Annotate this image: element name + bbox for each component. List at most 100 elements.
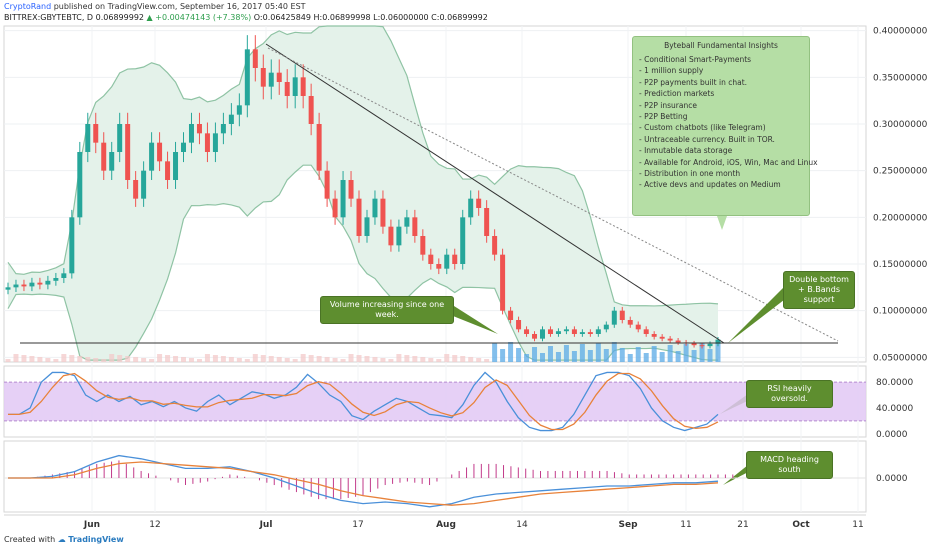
candle-body (149, 142, 155, 171)
candle-body (484, 208, 490, 236)
volume-bar (316, 356, 322, 362)
volume-bar (611, 342, 617, 362)
volume-bar (332, 358, 338, 362)
callout-rsi: RSI heavily oversold. (746, 380, 833, 408)
candle-body (324, 170, 330, 199)
price-tick-label: 0.40000000 (873, 27, 928, 37)
volume-bar (101, 359, 107, 362)
candle-body (436, 264, 442, 269)
volume-bar (37, 357, 43, 362)
volume-bar (412, 356, 418, 362)
candle-body (659, 336, 665, 339)
volume-bar (539, 353, 545, 362)
volume-bar (428, 358, 434, 362)
candle-body (236, 105, 242, 115)
candle-body (101, 142, 107, 171)
volume-bar (196, 359, 202, 362)
price-tick-label: 0.15000000 (873, 260, 928, 270)
candle-body (181, 142, 187, 152)
volume-bar (292, 359, 298, 362)
time-tick-label: Jun (83, 520, 100, 530)
volume-bar (165, 355, 171, 362)
volume-bar (141, 358, 147, 362)
candle-body (388, 226, 394, 246)
rsi-tick-label: 40.0000 (876, 404, 913, 414)
insights-title: Byteball Fundamental Insights (664, 41, 778, 50)
volume-bar (396, 354, 402, 362)
candle-body (420, 236, 426, 255)
ohlc-readout: O:0.06425849 H:0.06899998 L:0.06000000 C… (253, 13, 488, 22)
candle-body (117, 124, 123, 152)
candle-body (93, 124, 99, 143)
time-tick-label: Sep (618, 520, 638, 530)
candle-body (380, 198, 386, 227)
insight-item: - Conditional Smart-Payments (639, 55, 752, 64)
volume-bar (619, 348, 625, 362)
candle-body (460, 217, 466, 264)
volume-bar (691, 350, 697, 362)
candle-body (5, 287, 11, 290)
volume-bar (133, 357, 139, 362)
callout-macd: MACD heading south (746, 451, 833, 479)
candle-body (595, 329, 601, 334)
volume-bar (516, 348, 522, 362)
candle-body (276, 72, 282, 82)
volume-bar (547, 346, 553, 362)
candle-body (268, 72, 274, 87)
candle-body (196, 124, 202, 134)
volume-bar (364, 356, 370, 362)
candle-body (141, 170, 147, 199)
candle-body (13, 284, 19, 288)
volume-bar (93, 358, 99, 362)
volume-bar (524, 354, 530, 362)
candle-body (228, 114, 234, 124)
candle-body (396, 226, 402, 246)
callout-double-bottom: Double bottom + B.Bands support (783, 271, 855, 309)
volume-bar (563, 345, 569, 362)
tradingview-logo-icon: ☁ (57, 535, 66, 544)
time-tick-label: 11 (852, 520, 863, 530)
volume-bar (268, 356, 274, 362)
tradingview-brand[interactable]: TradingView (68, 535, 124, 544)
last-price: 0.06899992 (95, 13, 144, 22)
insights-list: - Conditional Smart-Payments - 1 million … (639, 54, 818, 191)
candle-body (468, 198, 474, 218)
volume-bar (452, 355, 458, 362)
macd-tick-label: 0.0000 (876, 474, 908, 484)
volume-bar (595, 343, 601, 362)
volume-bar (683, 344, 689, 362)
volume-bar (635, 347, 641, 362)
candle-body (587, 332, 593, 334)
candle-body (284, 82, 290, 96)
volume-bar (667, 345, 673, 362)
candle-body (547, 329, 553, 334)
volume-bar (587, 350, 593, 362)
volume-bar (444, 354, 450, 362)
volume-bar (404, 355, 410, 362)
volume-bar (125, 356, 131, 362)
volume-bar (157, 354, 163, 362)
candle-body (252, 49, 258, 68)
candle-body (428, 254, 434, 264)
price-tick-label: 0.30000000 (873, 120, 928, 130)
volume-bar (308, 355, 314, 362)
rsi-signal-line (8, 372, 719, 431)
candle-body (715, 339, 721, 344)
callout-volume: Volume increasing since one week. (320, 296, 454, 324)
volume-bar (675, 351, 681, 362)
username-link[interactable]: CryptoRand (4, 2, 52, 11)
insight-item: - Inmutable data storage (639, 146, 733, 156)
volume-bar (492, 343, 498, 362)
symbol-label: BITTREX:GBYTEBTC, D (4, 13, 94, 22)
volume-bar (77, 356, 83, 362)
time-tick-label: 21 (737, 520, 748, 530)
volume-bar (715, 342, 721, 362)
time-tick-label: Jul (259, 520, 273, 530)
candle-body (220, 124, 226, 134)
candle-body (579, 332, 585, 334)
volume-bar (284, 358, 290, 362)
footer-credit: Created with ☁ TradingView (4, 535, 124, 544)
volume-bar (579, 344, 585, 362)
volume-bar (460, 356, 466, 362)
